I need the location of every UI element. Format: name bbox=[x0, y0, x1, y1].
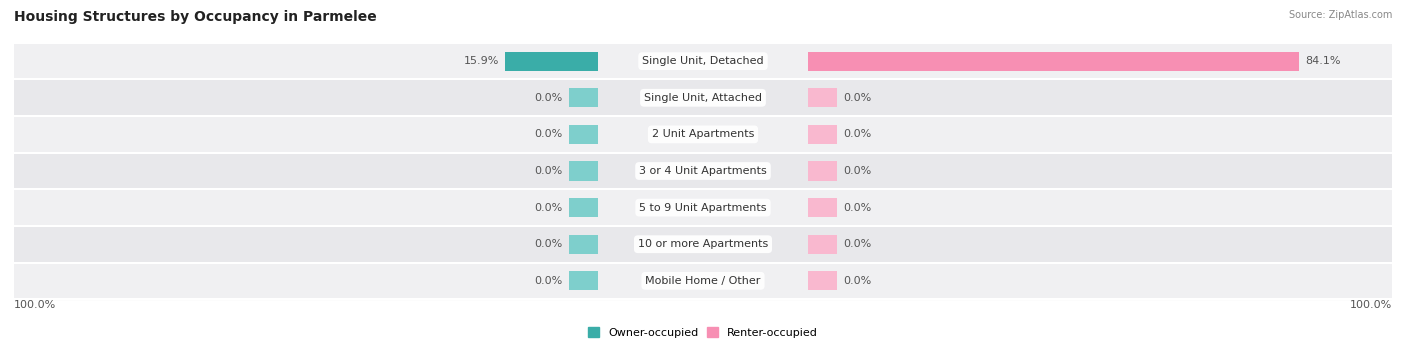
Bar bbox=[14, 116, 1392, 153]
Text: 0.0%: 0.0% bbox=[534, 276, 562, 286]
Text: 2 Unit Apartments: 2 Unit Apartments bbox=[652, 129, 754, 140]
Bar bbox=[568, 235, 598, 254]
Text: 0.0%: 0.0% bbox=[844, 166, 872, 176]
Text: 100.0%: 100.0% bbox=[14, 300, 56, 310]
Text: 0.0%: 0.0% bbox=[534, 93, 562, 103]
Bar bbox=[808, 235, 838, 254]
Text: 3 or 4 Unit Apartments: 3 or 4 Unit Apartments bbox=[640, 166, 766, 176]
Text: Single Unit, Detached: Single Unit, Detached bbox=[643, 56, 763, 66]
Bar bbox=[568, 271, 598, 290]
Bar bbox=[14, 153, 1392, 189]
Bar bbox=[14, 226, 1392, 263]
Bar bbox=[808, 198, 838, 217]
Text: 0.0%: 0.0% bbox=[844, 93, 872, 103]
Text: 5 to 9 Unit Apartments: 5 to 9 Unit Apartments bbox=[640, 202, 766, 213]
Bar bbox=[568, 125, 598, 144]
Text: 0.0%: 0.0% bbox=[844, 276, 872, 286]
Text: 0.0%: 0.0% bbox=[534, 166, 562, 176]
Bar bbox=[568, 198, 598, 217]
Bar bbox=[505, 52, 598, 71]
Bar bbox=[808, 125, 838, 144]
Text: 100.0%: 100.0% bbox=[1350, 300, 1392, 310]
Bar bbox=[808, 161, 838, 181]
Bar bbox=[568, 88, 598, 107]
Legend: Owner-occupied, Renter-occupied: Owner-occupied, Renter-occupied bbox=[583, 323, 823, 342]
Bar bbox=[808, 271, 838, 290]
Bar bbox=[808, 52, 1299, 71]
Text: 0.0%: 0.0% bbox=[534, 239, 562, 249]
Text: Housing Structures by Occupancy in Parmelee: Housing Structures by Occupancy in Parme… bbox=[14, 10, 377, 24]
Text: 84.1%: 84.1% bbox=[1305, 56, 1340, 66]
Bar bbox=[14, 79, 1392, 116]
Text: Single Unit, Attached: Single Unit, Attached bbox=[644, 93, 762, 103]
Bar bbox=[808, 88, 838, 107]
Bar bbox=[14, 189, 1392, 226]
Text: 0.0%: 0.0% bbox=[844, 239, 872, 249]
Bar bbox=[14, 263, 1392, 299]
Bar bbox=[568, 161, 598, 181]
Text: 15.9%: 15.9% bbox=[464, 56, 499, 66]
Text: 0.0%: 0.0% bbox=[844, 129, 872, 140]
Text: 0.0%: 0.0% bbox=[534, 129, 562, 140]
Text: 0.0%: 0.0% bbox=[534, 202, 562, 213]
Text: Source: ZipAtlas.com: Source: ZipAtlas.com bbox=[1288, 10, 1392, 20]
Text: 0.0%: 0.0% bbox=[844, 202, 872, 213]
Text: Mobile Home / Other: Mobile Home / Other bbox=[645, 276, 761, 286]
Bar bbox=[14, 43, 1392, 79]
Text: 10 or more Apartments: 10 or more Apartments bbox=[638, 239, 768, 249]
